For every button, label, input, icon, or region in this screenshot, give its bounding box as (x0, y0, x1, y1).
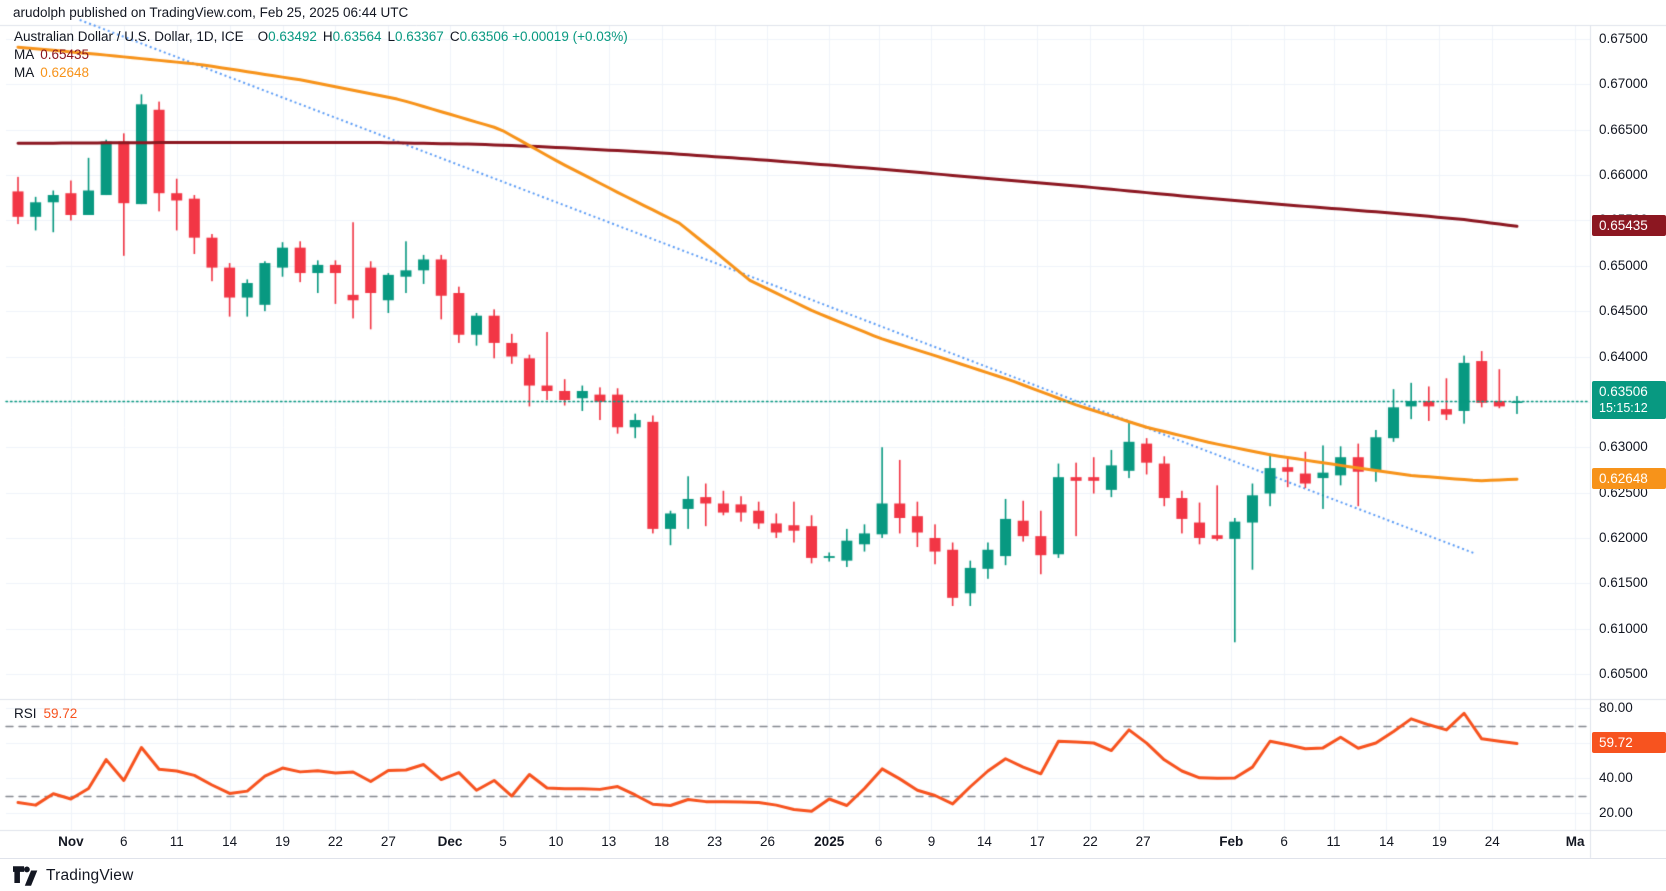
open-value: 0.63492 (268, 29, 317, 44)
time-axis-label[interactable]: 6 (874, 834, 883, 849)
price-axis-label: 0.60500 (1599, 666, 1648, 682)
change-value: +0.00019 (+0.03%) (512, 29, 628, 44)
time-axis-label[interactable]: Feb (1219, 834, 1244, 849)
footer-bar: TradingView (0, 858, 1666, 891)
low-value: 0.63367 (395, 29, 444, 44)
time-axis-label[interactable]: 22 (1082, 834, 1098, 849)
rsi-label[interactable]: RSI (14, 706, 37, 721)
time-axis-label[interactable]: 6 (120, 834, 128, 849)
price-axis-label: 0.66000 (1599, 167, 1648, 183)
rsi-value: 59.72 (43, 706, 78, 721)
time-axis-label[interactable]: 17 (1029, 834, 1045, 849)
ma-slow-value: 0.65435 (40, 47, 90, 62)
rsi-axis-label: 40.00 (1599, 770, 1633, 785)
tradingview-brand-text[interactable]: TradingView (46, 866, 134, 884)
ma-price-badge: 0.62648 (1592, 468, 1666, 490)
time-axis-label[interactable]: 14 (222, 834, 238, 849)
time-axis-label[interactable]: 5 (499, 834, 507, 849)
tradingview-logo-icon[interactable] (13, 865, 38, 886)
time-axis-label[interactable]: Nov (58, 834, 84, 849)
ma-slow-row: MA 0.65435 (14, 46, 628, 63)
low-label: L (387, 29, 395, 44)
high-value: 0.63564 (332, 29, 382, 44)
time-axis-label[interactable]: 19 (275, 834, 291, 849)
published-attribution: arudolph published on TradingView.com, F… (13, 5, 409, 20)
close-value: 0.63506 (459, 29, 509, 44)
close-label: C (449, 29, 460, 44)
current-price-badge: 0.63506 15:15:12 (1592, 381, 1666, 420)
rsi-legend: RSI 59.72 (14, 706, 77, 721)
price-axis-label: 0.62000 (1599, 529, 1648, 545)
price-axis-label: 0.61500 (1599, 575, 1648, 591)
countdown-timer: 15:15:12 (1599, 401, 1648, 416)
time-axis-label[interactable]: 6 (1280, 834, 1288, 849)
time-axis-label[interactable]: 9 (927, 834, 936, 849)
time-axis-label[interactable]: 11 (1326, 834, 1341, 849)
price-axis-label: 0.64500 (1599, 303, 1648, 319)
price-axis-label: 0.63000 (1599, 439, 1648, 455)
time-axis-label[interactable]: 19 (1431, 834, 1447, 849)
ma-slow-label: MA (14, 47, 35, 62)
symbol-row: Australian Dollar / U.S. Dollar, 1D, ICE… (14, 28, 628, 45)
time-axis-label[interactable]: 11 (169, 834, 184, 849)
time-axis-label[interactable]: 13 (601, 834, 617, 849)
price-axis-label: 0.66500 (1599, 121, 1648, 137)
time-axis-label[interactable]: 18 (654, 834, 670, 849)
ma-fast-row: MA 0.62648 (14, 64, 628, 81)
time-axis-label[interactable]: 27 (1135, 834, 1151, 849)
time-axis-label[interactable]: 26 (759, 834, 775, 849)
time-axis-label[interactable]: 23 (707, 834, 723, 849)
chart-legend: Australian Dollar / U.S. Dollar, 1D, ICE… (14, 28, 628, 82)
time-axis-label[interactable]: 27 (380, 834, 396, 849)
price-axis-label: 0.67000 (1599, 76, 1648, 92)
price-axis-label: 0.65000 (1599, 257, 1648, 273)
open-label: O (257, 29, 269, 44)
time-axis-label[interactable]: 14 (1378, 834, 1394, 849)
time-axis-label[interactable]: Dec (437, 834, 463, 849)
rsi-value-badge: 59.72 (1592, 732, 1666, 754)
price-axis-label: 0.61000 (1599, 620, 1648, 636)
time-axis-label[interactable]: Ma (1565, 834, 1585, 849)
price-axis-label: 0.64000 (1599, 348, 1648, 364)
ma-fast-value: 0.62648 (40, 65, 90, 80)
time-axis-label[interactable]: 2025 (814, 834, 845, 849)
rsi-axis-label: 20.00 (1599, 805, 1633, 820)
time-axis-label[interactable]: 14 (976, 834, 992, 849)
high-label: H (322, 29, 333, 44)
time-axis-label[interactable]: 22 (327, 834, 343, 849)
price-axis-label: 0.67500 (1599, 31, 1648, 46)
symbol-title[interactable]: Australian Dollar / U.S. Dollar, 1D, ICE (14, 29, 244, 44)
ma-fast-label: MA (14, 65, 35, 80)
rsi-axis-label: 80.00 (1599, 700, 1633, 715)
time-axis-label[interactable]: 10 (548, 834, 564, 849)
ma-price-badge: 0.65435 (1592, 215, 1666, 237)
time-axis-label[interactable]: 24 (1484, 834, 1500, 849)
